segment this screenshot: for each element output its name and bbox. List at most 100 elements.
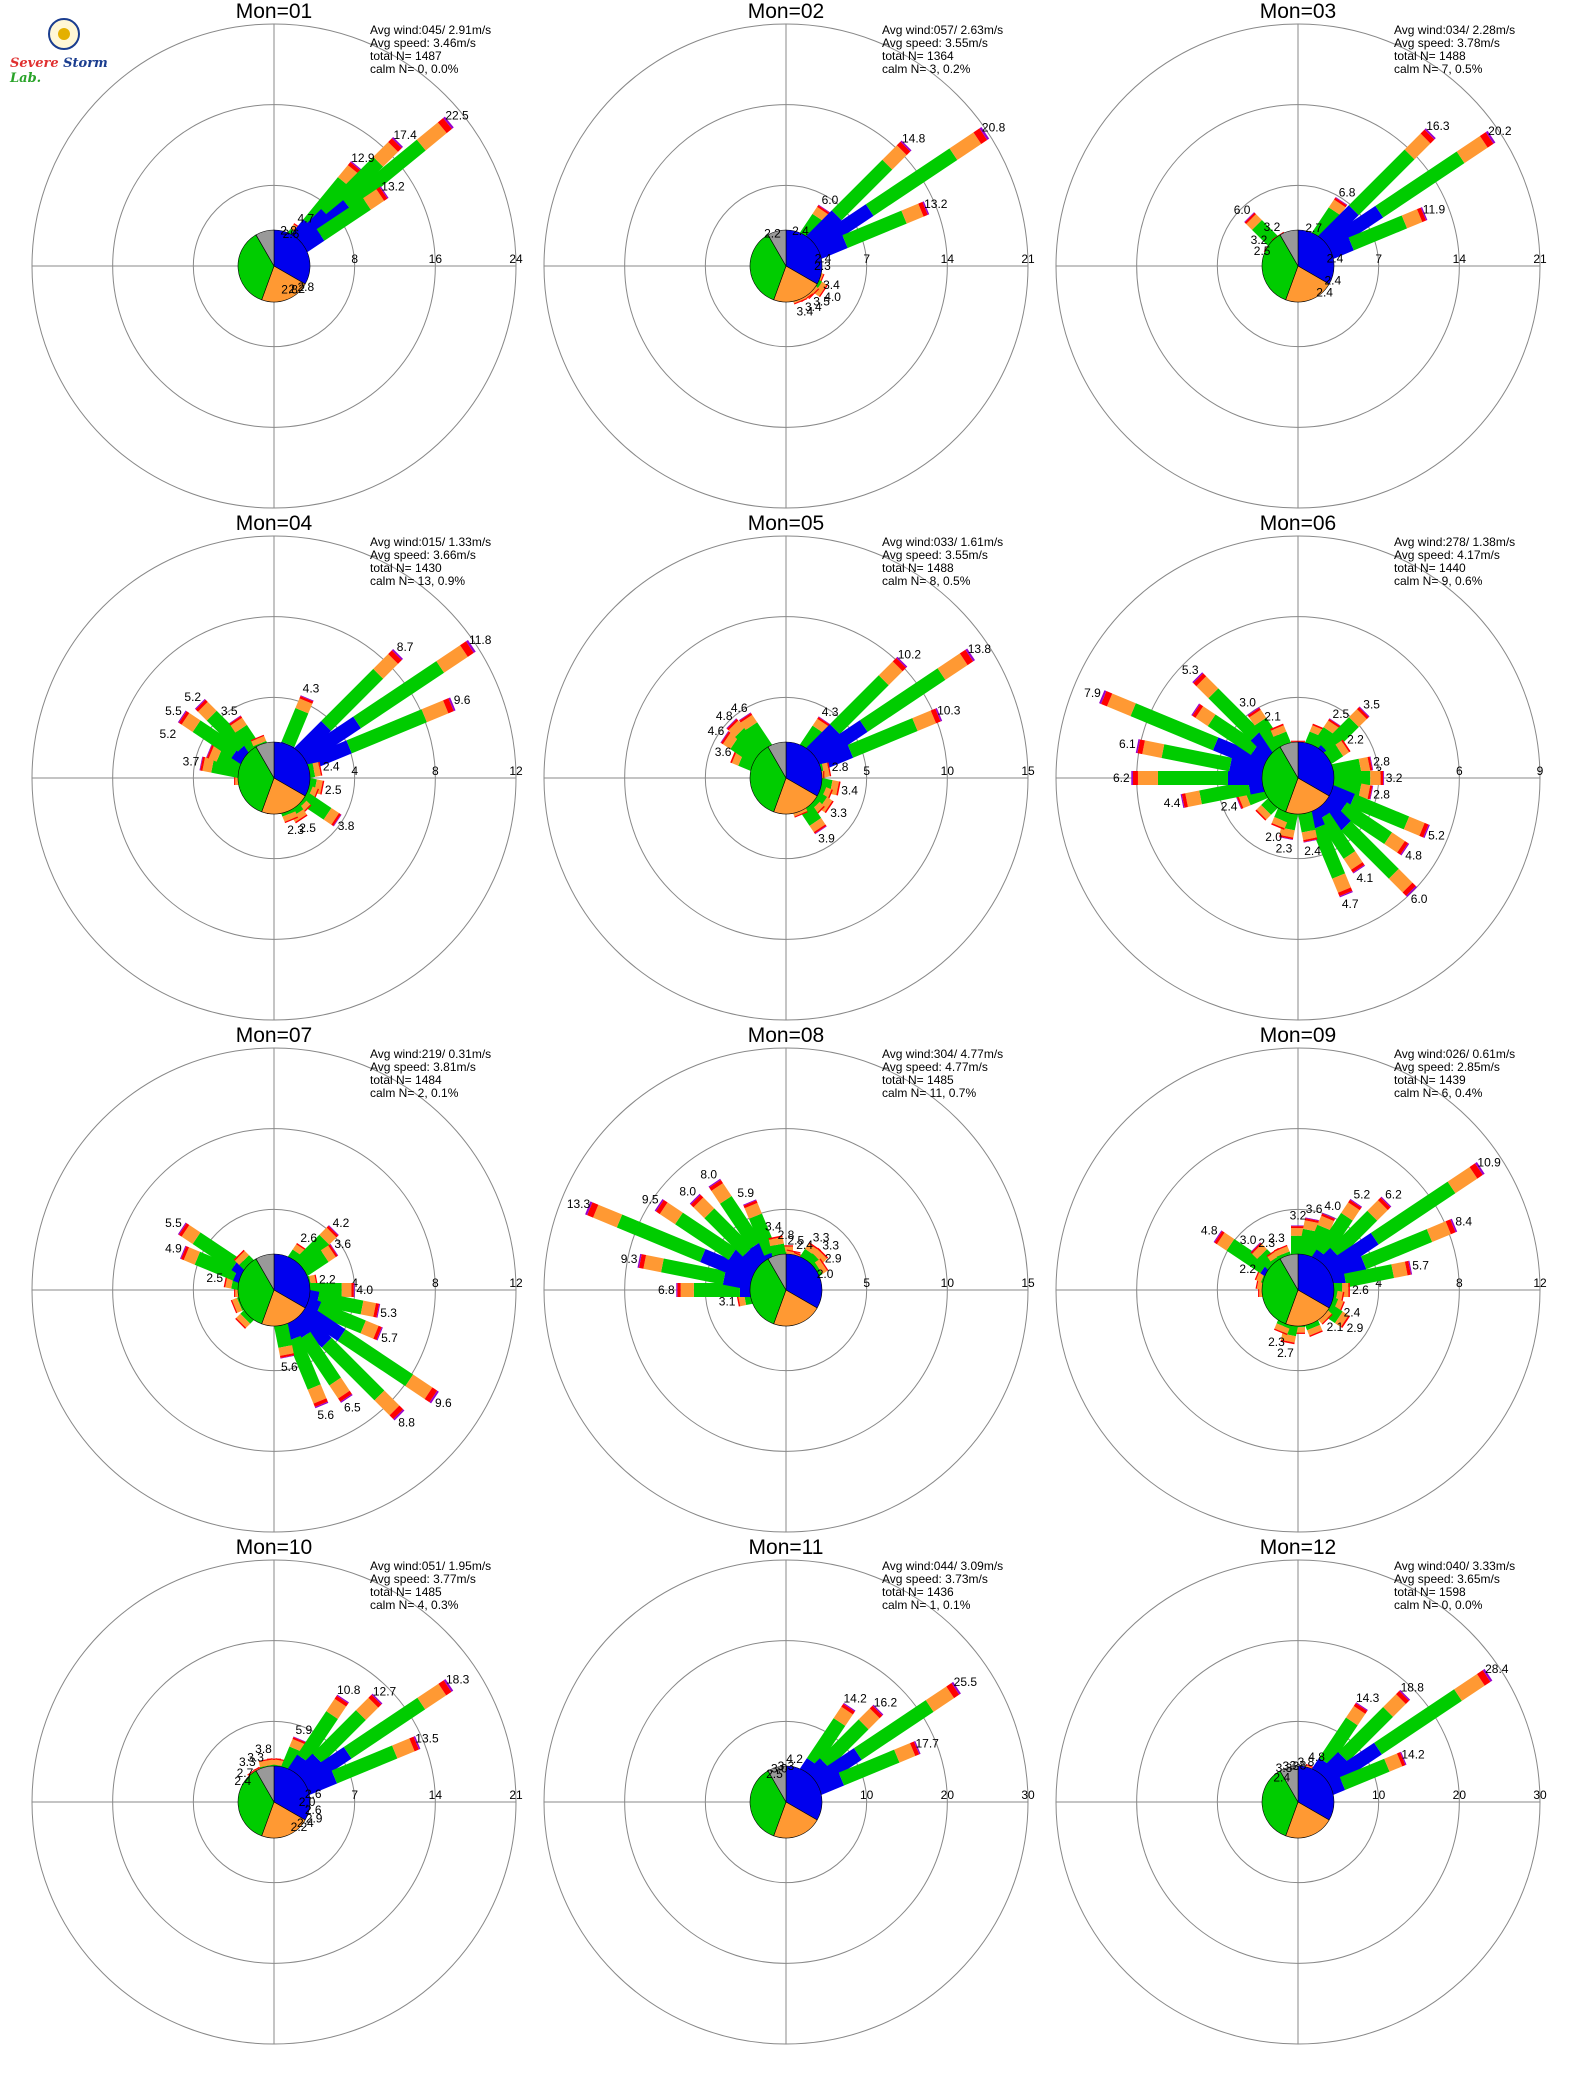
petal-segment <box>1251 1243 1268 1260</box>
petal-value-label: 3.6 <box>715 745 732 759</box>
petal-segment <box>1420 207 1428 221</box>
petal-segment <box>1403 816 1425 836</box>
lab-logo: Severe Storm Lab. <box>10 12 120 86</box>
info-line-3: total N= 1430 <box>370 561 442 575</box>
petal-segment <box>1270 725 1287 737</box>
petal-segment <box>316 198 371 241</box>
center-pie-slice <box>749 1258 787 1325</box>
petal-segment <box>321 1337 385 1401</box>
info-line-4: calm N= 0, 0.0% <box>1394 1598 1483 1612</box>
petal-segment <box>693 1283 740 1297</box>
petal-value-label: 3.3 <box>778 1759 795 1773</box>
petal-segment <box>768 1235 783 1240</box>
petal-segment <box>813 824 827 834</box>
petal-segment <box>292 1737 307 1745</box>
petal-segment <box>1424 128 1436 140</box>
petal-segment <box>1479 132 1494 148</box>
tick-label: 5 <box>863 1276 870 1290</box>
petal-value-label: 6.0 <box>1234 203 1251 217</box>
petal-segment <box>818 284 828 298</box>
petal-segment <box>329 1243 339 1256</box>
petal-segment <box>1279 834 1294 840</box>
petal-segment <box>291 809 307 823</box>
petal-segment <box>1388 868 1413 893</box>
petal-segment <box>1301 829 1317 841</box>
petal-value-label: 5.3 <box>380 1306 397 1320</box>
petal-segment <box>1420 129 1435 144</box>
petal-segment <box>896 141 911 156</box>
petal-segment <box>912 710 937 732</box>
petal-segment <box>1214 1230 1225 1245</box>
petal-segment <box>413 1735 421 1750</box>
petal-segment <box>405 1374 433 1400</box>
petal-segment <box>228 715 241 724</box>
petal-segment <box>585 1201 593 1216</box>
center-pie-slice <box>1279 1765 1299 1804</box>
petal-value-label: 2.4 <box>1327 252 1344 266</box>
petal-segment <box>704 1208 753 1257</box>
petal-segment <box>743 1200 758 1209</box>
petal-segment <box>719 1195 762 1249</box>
petal-segment <box>814 825 827 835</box>
center-pie-slice <box>785 741 823 797</box>
petal-segment <box>711 1183 732 1204</box>
tick-label: 10 <box>1372 1788 1386 1802</box>
petal-segment <box>1375 151 1465 218</box>
center-pie-slice <box>273 1765 311 1821</box>
petal-segment <box>655 1199 668 1215</box>
petal-value-label: 5.7 <box>1412 1259 1429 1273</box>
petal-segment <box>206 744 213 758</box>
center-pie-slice <box>1297 741 1335 797</box>
center-pie-slice <box>1261 234 1299 301</box>
info-line-1: Avg wind:304/ 4.77m/s <box>882 1047 1003 1061</box>
petal-value-label: 3.3 <box>822 1238 839 1252</box>
petal-segment <box>388 138 402 152</box>
info-line-4: calm N= 9, 0.6% <box>1394 574 1483 588</box>
center-pie-slice <box>767 741 787 780</box>
center-pie-slice <box>261 1801 306 1839</box>
petal-segment <box>1445 1219 1456 1235</box>
petal-segment <box>235 1317 247 1329</box>
petal-value-label: 17.4 <box>393 128 417 142</box>
petal-segment <box>1192 672 1204 684</box>
petal-value-label: 17.7 <box>915 1737 939 1751</box>
petal-value-label: 2.3 <box>287 823 304 837</box>
petal-segment <box>321 668 384 731</box>
petal-value-label: 4.8 <box>1405 848 1422 862</box>
tick-label: 7 <box>1375 252 1382 266</box>
info-line-4: calm N= 11, 0.7% <box>882 1086 976 1100</box>
petal-segment <box>654 1199 664 1212</box>
info-line-2: Avg speed: 3.77m/s <box>370 1572 476 1586</box>
petal-segment <box>726 718 739 731</box>
petal-value-label: 4.2 <box>786 1752 803 1766</box>
center-pie-slice <box>785 1765 823 1821</box>
petal-segment <box>1309 1330 1323 1337</box>
petal-segment <box>1180 793 1185 808</box>
petal-segment <box>1400 1751 1407 1766</box>
petal-value-label: 3.8 <box>338 819 355 833</box>
petal-segment <box>231 1297 243 1313</box>
petal-segment <box>1358 783 1371 799</box>
tick-label: 4 <box>351 1276 358 1290</box>
petal-segment <box>829 675 889 735</box>
petal-segment <box>865 148 958 216</box>
petal-segment <box>859 668 946 732</box>
petal-segment <box>1476 1670 1491 1686</box>
petal-segment <box>181 713 201 733</box>
lab-logo-text: Severe Storm Lab. <box>10 56 108 86</box>
tick-label: 6 <box>1456 764 1463 778</box>
petal-value-label: 3.4 <box>765 1219 782 1233</box>
petal-segment <box>1330 1210 1378 1258</box>
petal-value-label: 3.4 <box>823 278 840 292</box>
petal-segment <box>973 128 988 144</box>
petal-segment <box>1356 707 1369 720</box>
tick-label: 14 <box>429 1788 443 1802</box>
petal-value-label: 8.7 <box>397 640 414 654</box>
petal-segment <box>831 159 893 221</box>
center-pie-slice <box>785 1253 823 1309</box>
petal-segment <box>448 697 456 712</box>
chart-title: Mon=11 <box>749 1536 824 1559</box>
petal-segment <box>918 201 928 217</box>
petal-value-label: 4.0 <box>824 290 841 304</box>
petal-segment <box>1250 1242 1261 1253</box>
